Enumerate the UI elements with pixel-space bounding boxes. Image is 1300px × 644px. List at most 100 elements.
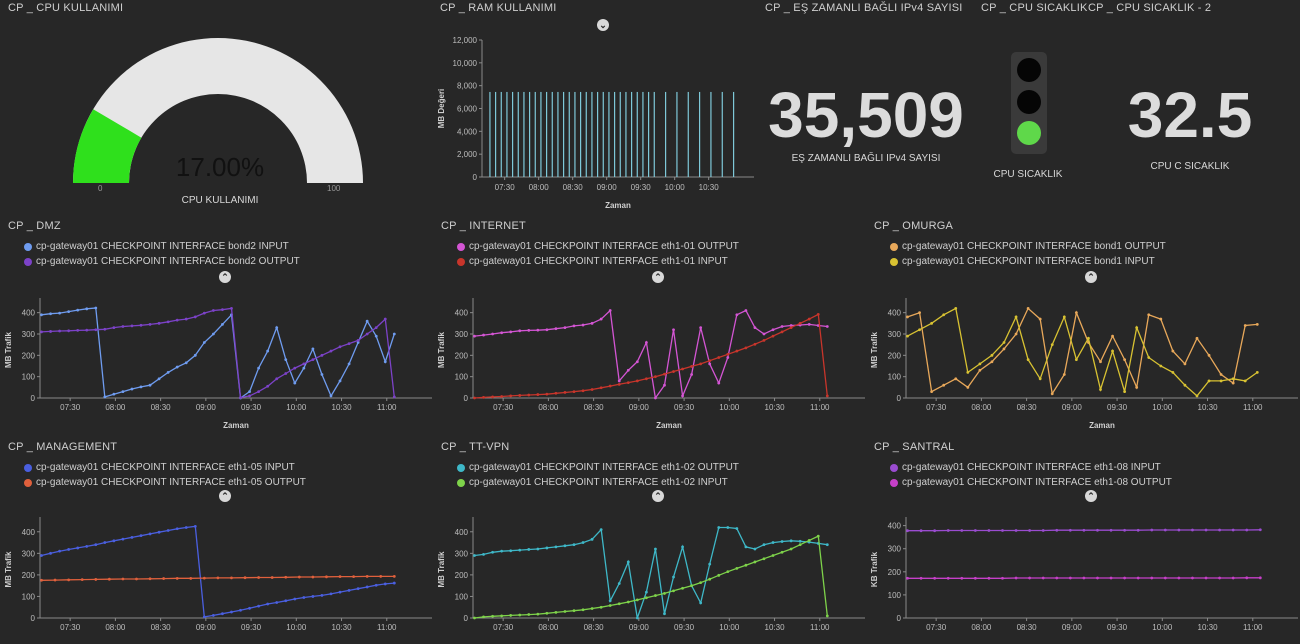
legend-toggle-button[interactable]: ⌃ bbox=[652, 490, 664, 502]
data-point bbox=[1082, 576, 1086, 580]
legend-item[interactable]: cp-gateway01 CHECKPOINT INTERFACE eth1-0… bbox=[890, 475, 1172, 490]
panel-title: CP _ RAM KULLANIMI bbox=[440, 2, 557, 14]
data-point bbox=[189, 576, 193, 580]
legend-item[interactable]: cp-gateway01 CHECKPOINT INTERFACE eth1-0… bbox=[457, 460, 739, 475]
data-point bbox=[184, 526, 188, 529]
data-point bbox=[735, 313, 739, 317]
data-point bbox=[325, 575, 328, 579]
data-point bbox=[545, 546, 549, 550]
yellow-light-icon bbox=[1017, 90, 1041, 114]
data-point bbox=[352, 575, 355, 579]
y-tick-label: 100 bbox=[455, 592, 469, 601]
data-point bbox=[94, 578, 98, 581]
data-point bbox=[58, 311, 61, 315]
x-tick-label: 10:30 bbox=[765, 403, 786, 412]
data-point bbox=[58, 549, 61, 553]
santral-panel: CP _ SANTRAL cp-gateway01 CHECKPOINT INT… bbox=[866, 439, 1298, 644]
data-point bbox=[1191, 576, 1194, 580]
legend-item[interactable]: cp-gateway01 CHECKPOINT INTERFACE eth1-0… bbox=[457, 475, 739, 490]
data-point bbox=[1062, 373, 1066, 376]
data-point bbox=[338, 575, 342, 579]
data-point bbox=[202, 311, 206, 315]
y-axis-label: MB Trafik bbox=[870, 331, 879, 368]
legend-item[interactable]: cp-gateway01 CHECKPOINT INTERFACE eth1-0… bbox=[890, 460, 1172, 475]
data-point bbox=[906, 315, 909, 319]
x-tick-label: 07:30 bbox=[926, 403, 947, 412]
data-point bbox=[509, 549, 513, 553]
y-tick-label: 200 bbox=[455, 351, 469, 360]
data-point bbox=[266, 602, 270, 606]
data-point bbox=[789, 539, 793, 543]
data-point bbox=[293, 366, 297, 370]
data-point bbox=[554, 327, 558, 331]
data-point bbox=[379, 574, 383, 578]
data-point bbox=[500, 614, 504, 618]
data-point bbox=[572, 543, 576, 547]
data-point bbox=[365, 585, 369, 589]
legend-swatch bbox=[24, 463, 32, 472]
bar bbox=[585, 91, 587, 177]
legend-item[interactable]: cp-gateway01 CHECKPOINT INTERFACE eth1-0… bbox=[24, 475, 306, 490]
data-point bbox=[230, 307, 233, 310]
data-point bbox=[266, 349, 270, 353]
y-axis-label: MB Değeri bbox=[437, 89, 446, 129]
data-point bbox=[40, 554, 43, 557]
legend-toggle-button[interactable]: ⌃ bbox=[1085, 490, 1097, 502]
legend-toggle-button[interactable]: ⌃ bbox=[652, 271, 664, 283]
legend-item[interactable]: cp-gateway01 CHECKPOINT INTERFACE bond2 … bbox=[24, 254, 300, 269]
cpu-panel: CP _ CPU KULLANIMI 17.00% 0 100 CPU KULL… bbox=[0, 0, 430, 215]
bar bbox=[489, 91, 491, 177]
x-tick-label: 08:00 bbox=[538, 623, 559, 632]
panel-title: CP _ SANTRAL bbox=[874, 441, 955, 453]
data-point bbox=[681, 394, 684, 398]
bar bbox=[506, 91, 508, 177]
data-point bbox=[771, 541, 775, 544]
legend-item[interactable]: cp-gateway01 CHECKPOINT INTERFACE bond1 … bbox=[890, 254, 1166, 269]
legend-toggle-button[interactable]: ⌃ bbox=[1085, 271, 1097, 283]
data-point bbox=[735, 527, 739, 530]
data-point bbox=[762, 339, 766, 342]
data-point bbox=[906, 529, 909, 533]
legend-item[interactable]: cp-gateway01 CHECKPOINT INTERFACE bond1 … bbox=[890, 239, 1166, 254]
legend-label: cp-gateway01 CHECKPOINT INTERFACE bond2 … bbox=[36, 256, 300, 267]
ttvpn-panel: CP _ TT-VPN cp-gateway01 CHECKPOINT INTE… bbox=[433, 439, 865, 644]
legend-item[interactable]: cp-gateway01 CHECKPOINT INTERFACE eth1-0… bbox=[457, 254, 739, 269]
legend-toggle-button[interactable]: ⌃ bbox=[219, 490, 231, 502]
legend-swatch bbox=[890, 242, 898, 251]
bar bbox=[710, 91, 712, 177]
legend-toggle-button[interactable]: ⌃ bbox=[219, 271, 231, 283]
data-point bbox=[392, 332, 396, 336]
red-light-icon bbox=[1017, 58, 1041, 82]
data-point bbox=[1123, 528, 1127, 532]
panel-title: CP _ EŞ ZAMANLI BAĞLI IPv4 SAYISI bbox=[765, 2, 963, 14]
data-point bbox=[581, 323, 585, 327]
legend-item[interactable]: cp-gateway01 CHECKPOINT INTERFACE bond2 … bbox=[24, 239, 300, 254]
data-point bbox=[1150, 528, 1154, 532]
legend-item[interactable]: cp-gateway01 CHECKPOINT INTERFACE eth1-0… bbox=[457, 239, 739, 254]
data-point bbox=[130, 387, 134, 391]
cpu-temp2-value: 32.5 bbox=[1127, 79, 1253, 151]
legend-toggle-button[interactable]: ⌄ bbox=[597, 19, 609, 31]
data-point bbox=[211, 614, 215, 617]
data-point bbox=[1099, 360, 1102, 364]
legend-item[interactable]: cp-gateway01 CHECKPOINT INTERFACE eth1-0… bbox=[24, 460, 306, 475]
data-point bbox=[654, 547, 657, 551]
bar bbox=[608, 91, 610, 177]
x-tick-label: 08:30 bbox=[1017, 623, 1038, 632]
data-point bbox=[825, 614, 829, 618]
data-point bbox=[789, 324, 793, 327]
data-point bbox=[635, 360, 639, 364]
data-point bbox=[284, 372, 288, 375]
data-point bbox=[482, 553, 485, 556]
data-point bbox=[211, 332, 215, 336]
x-tick-label: 09:00 bbox=[1062, 623, 1083, 632]
data-point bbox=[103, 395, 107, 399]
bar bbox=[631, 91, 633, 177]
data-point bbox=[1002, 347, 1006, 351]
data-point bbox=[798, 539, 802, 543]
bar bbox=[597, 91, 599, 177]
legend-label: cp-gateway01 CHECKPOINT INTERFACE eth1-0… bbox=[36, 462, 295, 473]
bar bbox=[699, 91, 701, 177]
data-point bbox=[919, 529, 923, 533]
data-point bbox=[166, 371, 170, 374]
